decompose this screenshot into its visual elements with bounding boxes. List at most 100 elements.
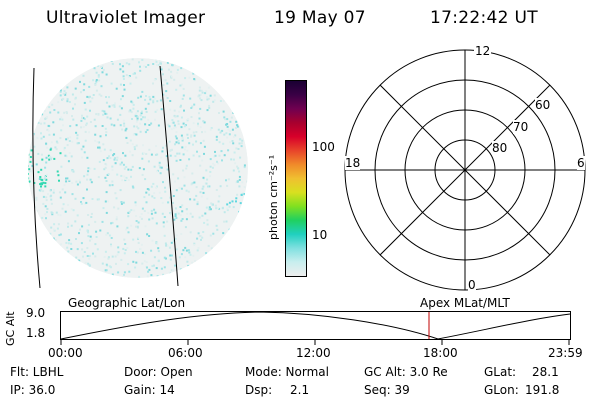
uv-speckle [199,73,202,75]
uv-speckle [162,273,165,276]
uv-speckle [175,141,178,144]
uv-speckle [241,81,244,84]
uv-speckle [123,252,126,255]
uv-speckle [229,130,232,133]
uv-speckle [143,260,146,263]
uv-speckle [59,89,62,92]
uv-speckle [92,94,95,96]
uv-speckle [112,154,115,157]
uv-speckle [54,256,57,259]
uv-speckle [39,226,41,229]
uv-speckle [156,243,159,246]
uv-speckle [246,180,248,183]
uv-speckle [205,268,208,271]
uv-speckle [226,118,229,121]
uv-speckle [37,171,40,174]
uv-speckle [152,264,155,267]
uv-speckle [220,266,223,269]
uv-speckle [41,264,43,267]
uv-speckle [21,178,23,180]
uv-speckle [249,281,250,283]
uv-speckle [169,154,172,157]
uv-speckle [123,271,126,274]
uv-speckle [214,150,216,153]
info-glat-value: 28.1 [532,365,559,379]
uv-speckle [162,146,164,149]
uv-speckle [68,178,71,181]
uv-speckle [104,200,107,203]
uv-speckle [101,109,104,112]
uv-speckle [211,166,214,169]
uv-speckle [180,62,183,65]
uv-speckle [21,167,23,169]
uv-speckle [93,167,96,170]
uv-speckle [55,148,58,151]
uv-speckle [173,109,176,112]
uv-speckle [172,173,175,176]
uv-speckle [168,246,171,249]
uv-speckle [159,166,162,169]
uv-speckle [97,75,100,78]
uv-speckle [217,63,220,66]
uv-speckle [175,217,178,219]
uv-speckle [196,249,199,252]
uv-speckle [124,178,127,181]
uv-speckle [214,82,217,85]
uv-speckle [184,276,187,278]
uv-speckle [94,125,97,128]
uv-speckle [99,150,102,153]
uv-speckle [236,125,239,128]
uv-speckle [50,202,53,205]
uv-speckle [41,228,44,231]
uv-speckle [28,92,31,95]
uv-speckle [66,137,69,140]
uv-speckle [50,147,53,150]
uv-speckle [144,178,147,181]
uv-speckle [229,120,232,123]
uv-speckle [181,218,184,220]
uv-speckle [200,89,203,92]
uv-speckle [86,247,89,250]
uv-speckle [170,269,173,272]
uv-speckle [223,247,226,250]
uv-speckle [39,183,42,186]
uv-speckle [97,74,100,77]
uv-speckle [205,182,208,185]
uv-speckle [148,124,151,126]
uv-speckle [28,153,30,156]
uv-speckle [190,116,193,118]
uv-speckle [29,160,32,163]
uv-speckle [108,155,110,158]
uv-speckle [176,68,179,71]
uv-speckle [106,264,109,267]
uv-speckle [235,120,238,123]
uv-speckle [66,112,68,115]
uv-speckle [71,140,74,143]
uv-speckle [127,179,130,182]
uv-speckle [57,101,60,104]
uv-speckle [45,86,48,89]
uv-speckle [147,118,150,121]
uv-speckle [227,149,230,152]
uv-speckle [153,165,156,168]
uv-speckle [243,277,246,278]
uv-speckle [199,142,202,145]
uv-speckle [139,122,142,125]
uv-speckle [113,104,116,106]
uv-speckle [229,277,232,278]
uv-speckle [225,132,228,135]
uv-speckle [72,118,75,121]
uv-speckle [100,94,103,97]
date-label: 19 May 07 [274,8,366,28]
uv-speckle [54,146,57,149]
mlt-label-0: 0 [468,278,476,292]
uv-speckle [33,285,35,287]
uv-speckle [192,263,195,266]
uv-speckle [152,99,155,102]
uv-speckle [24,68,26,70]
uv-speckle [89,167,92,170]
uv-speckle [116,225,119,228]
uv-speckle [184,77,187,80]
uv-speckle [236,233,239,236]
uv-speckle [195,263,198,265]
